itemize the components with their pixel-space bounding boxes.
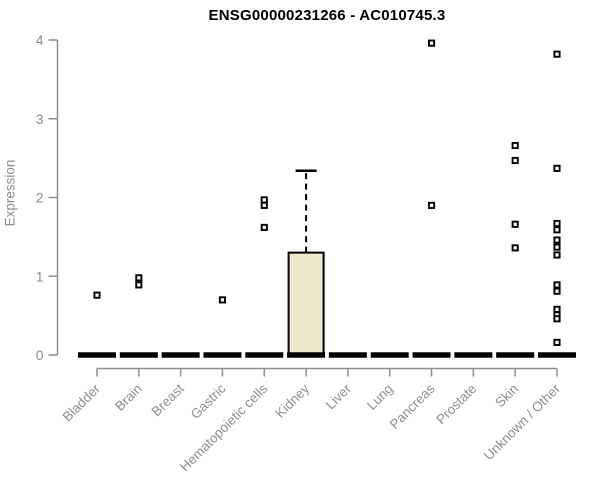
median-bar <box>161 352 200 358</box>
outlier-point <box>553 251 561 259</box>
outlier-point <box>553 236 561 244</box>
median-bar <box>287 352 326 358</box>
median-bar <box>454 352 493 358</box>
x-category-label: Liver <box>323 381 355 413</box>
median-bar <box>119 352 158 358</box>
x-category-label: Unknown / Other <box>481 381 564 464</box>
x-category-label: Bladder <box>60 381 104 425</box>
outlier-point <box>511 141 519 150</box>
y-tick-label: 3 <box>36 111 44 127</box>
outlier-point <box>135 281 143 289</box>
median-bar <box>412 352 451 358</box>
median-bar <box>78 352 116 358</box>
outlier-point <box>511 156 519 165</box>
outlier-point <box>553 164 561 172</box>
outlier-point <box>218 296 227 304</box>
outlier-point <box>553 287 561 295</box>
outlier-point <box>553 315 561 323</box>
outlier-point <box>553 305 561 313</box>
outlier-point <box>135 274 143 282</box>
outlier-point <box>553 338 561 346</box>
y-tick-label: 2 <box>36 190 44 206</box>
median-bar <box>245 352 284 358</box>
box <box>287 251 325 356</box>
outlier-point <box>93 291 101 299</box>
median-bar <box>370 352 409 358</box>
median-bar <box>203 352 242 358</box>
outlier-point <box>553 226 561 234</box>
x-category-label: Skin <box>492 381 521 410</box>
x-category-label: Kidney <box>272 381 312 421</box>
x-category-label: Brain <box>112 381 145 414</box>
outlier-point <box>553 219 561 228</box>
y-tick-label: 0 <box>36 347 44 363</box>
outlier-point <box>260 201 268 209</box>
chart-title: ENSG00000231266 - AC010745.3 <box>208 7 446 24</box>
y-tick-label: 4 <box>36 32 44 48</box>
outlier-point <box>427 201 436 209</box>
x-category-label: Gastric <box>188 381 229 422</box>
x-category-label: Prostate <box>433 381 479 427</box>
outlier-point <box>260 196 268 204</box>
outlier-point <box>553 50 561 58</box>
outlier-point <box>511 220 519 228</box>
median-bar <box>328 352 367 358</box>
median-bar <box>496 352 535 358</box>
outlier-point <box>427 39 436 47</box>
outlier-point <box>553 243 561 251</box>
y-tick-label: 1 <box>36 268 44 284</box>
x-category-label: Breast <box>149 381 187 419</box>
median-bar <box>538 352 576 358</box>
x-category-label: Pancreas <box>387 381 438 432</box>
outlier-point <box>553 281 561 289</box>
x-category-label: Lung <box>364 381 396 413</box>
outlier-point <box>260 223 268 231</box>
outlier-point <box>511 244 519 252</box>
